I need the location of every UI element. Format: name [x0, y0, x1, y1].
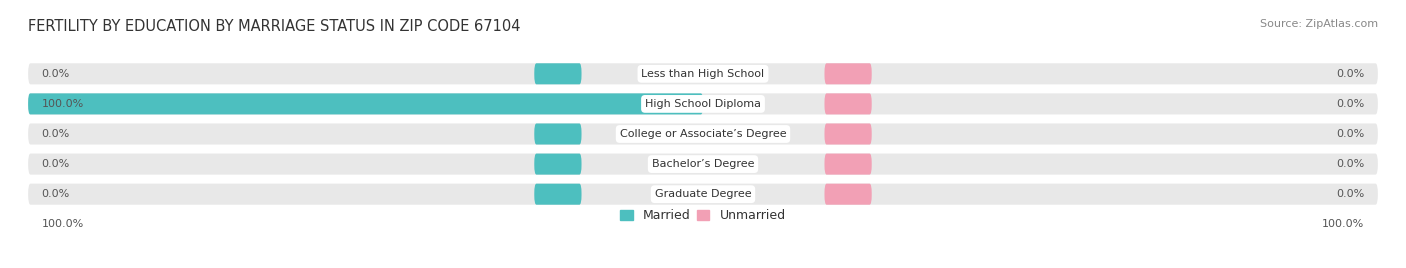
Text: Bachelor’s Degree: Bachelor’s Degree [652, 159, 754, 169]
Text: Source: ZipAtlas.com: Source: ZipAtlas.com [1260, 19, 1378, 29]
Text: 100.0%: 100.0% [42, 219, 84, 229]
Text: FERTILITY BY EDUCATION BY MARRIAGE STATUS IN ZIP CODE 67104: FERTILITY BY EDUCATION BY MARRIAGE STATU… [28, 19, 520, 34]
FancyBboxPatch shape [28, 154, 1378, 175]
Text: 0.0%: 0.0% [1336, 159, 1364, 169]
Text: 0.0%: 0.0% [42, 189, 70, 199]
FancyBboxPatch shape [28, 124, 1378, 144]
FancyBboxPatch shape [824, 124, 872, 144]
Text: 0.0%: 0.0% [42, 159, 70, 169]
FancyBboxPatch shape [534, 184, 582, 205]
Text: Graduate Degree: Graduate Degree [655, 189, 751, 199]
Legend: Married, Unmarried: Married, Unmarried [620, 209, 786, 222]
FancyBboxPatch shape [824, 184, 872, 205]
FancyBboxPatch shape [534, 154, 582, 175]
FancyBboxPatch shape [28, 63, 1378, 84]
Text: 0.0%: 0.0% [1336, 189, 1364, 199]
Text: 0.0%: 0.0% [1336, 69, 1364, 79]
Text: 0.0%: 0.0% [42, 69, 70, 79]
Text: 100.0%: 100.0% [1322, 219, 1364, 229]
FancyBboxPatch shape [534, 124, 582, 144]
FancyBboxPatch shape [28, 93, 703, 114]
Text: 0.0%: 0.0% [42, 129, 70, 139]
FancyBboxPatch shape [824, 63, 872, 84]
FancyBboxPatch shape [534, 63, 582, 84]
FancyBboxPatch shape [28, 184, 1378, 205]
Text: 100.0%: 100.0% [42, 99, 84, 109]
Text: College or Associate’s Degree: College or Associate’s Degree [620, 129, 786, 139]
FancyBboxPatch shape [824, 93, 872, 114]
FancyBboxPatch shape [28, 93, 1378, 114]
Text: 0.0%: 0.0% [1336, 99, 1364, 109]
Text: High School Diploma: High School Diploma [645, 99, 761, 109]
FancyBboxPatch shape [824, 154, 872, 175]
Text: Less than High School: Less than High School [641, 69, 765, 79]
Text: 0.0%: 0.0% [1336, 129, 1364, 139]
